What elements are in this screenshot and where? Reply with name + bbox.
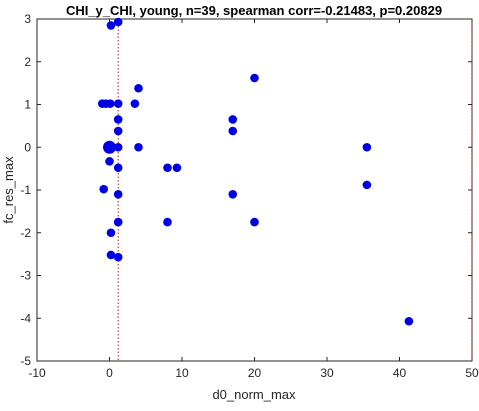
data-point	[228, 126, 238, 136]
data-point	[134, 83, 143, 93]
y-tick-label: 0	[24, 140, 31, 154]
data-point	[105, 157, 114, 166]
y-tick-label: 1	[24, 98, 31, 112]
data-point	[103, 140, 116, 154]
data-point	[163, 163, 172, 173]
data-point	[113, 99, 123, 108]
x-tick-label: 0	[106, 366, 113, 380]
data-point	[106, 250, 116, 260]
data-point	[228, 189, 238, 199]
data-point	[106, 228, 116, 238]
y-tick-label: -2	[20, 226, 31, 240]
data-point	[250, 73, 259, 83]
y-tick-label: -3	[20, 269, 31, 283]
y-tick-label: 2	[24, 55, 31, 69]
data-point	[134, 142, 143, 152]
data-point	[113, 17, 123, 27]
y-axis-label: fc_res_max	[1, 156, 16, 224]
data-point	[113, 163, 123, 173]
x-tick-label: 10	[175, 366, 189, 380]
data-point	[163, 217, 172, 227]
data-point	[113, 252, 123, 262]
data-point	[113, 126, 123, 136]
data-point	[99, 184, 108, 194]
data-point	[105, 99, 115, 108]
data-point	[113, 142, 123, 152]
data-point	[113, 217, 123, 227]
data-point	[113, 189, 123, 199]
data-point	[404, 316, 414, 326]
data-point	[113, 115, 123, 124]
y-tick-label: -1	[20, 183, 31, 197]
data-point	[362, 142, 372, 152]
y-tick-label: -5	[20, 354, 31, 368]
x-axis-label: d0_norm_max	[212, 387, 296, 402]
x-tick-label: 40	[393, 366, 407, 380]
x-tick-label: 50	[465, 366, 479, 380]
x-tick-label: -10	[28, 366, 46, 380]
data-point	[130, 99, 140, 108]
data-point	[228, 115, 238, 124]
data-point	[172, 163, 182, 173]
y-tick-label: 3	[24, 12, 31, 26]
chart-title: CHI_y_CHI, young, n=39, spearman corr=-0…	[66, 3, 442, 18]
x-tick-label: 30	[320, 366, 334, 380]
y-tick-label: -4	[20, 311, 31, 325]
data-point	[250, 217, 259, 227]
x-tick-label: 20	[248, 366, 262, 380]
data-point	[106, 21, 116, 30]
data-point	[362, 180, 372, 190]
